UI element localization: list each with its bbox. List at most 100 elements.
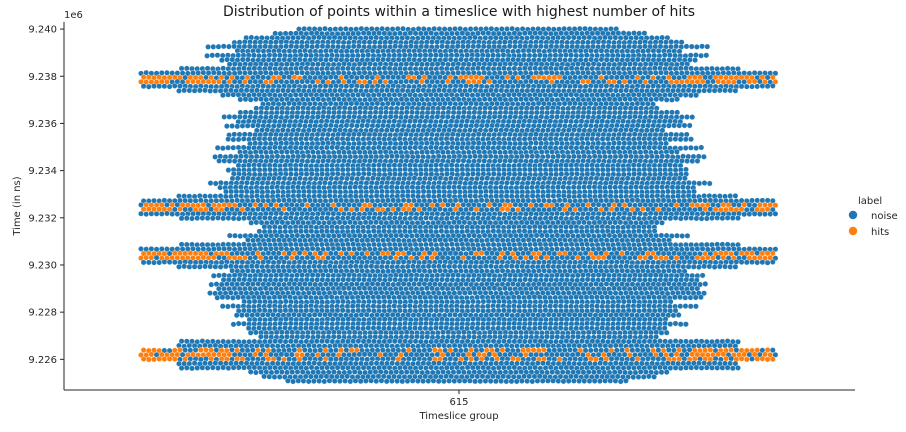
noise-point — [217, 184, 223, 191]
noise-point — [681, 122, 688, 129]
noise-point — [585, 114, 592, 120]
noise-point — [241, 65, 247, 72]
noise-point — [542, 162, 549, 169]
noise-point — [491, 61, 498, 67]
noise-point — [279, 127, 286, 133]
noise-point — [204, 215, 211, 221]
noise-point — [364, 83, 371, 90]
noise-point — [298, 162, 304, 168]
noise-point — [558, 171, 565, 177]
noise-point — [435, 127, 442, 133]
noise-point — [232, 232, 238, 239]
noise-point — [646, 166, 653, 173]
noise-point — [230, 136, 237, 143]
noise-point — [714, 215, 721, 221]
noise-point — [417, 52, 424, 59]
noise-point — [250, 122, 256, 129]
noise-point — [237, 96, 244, 103]
noise-point — [220, 65, 227, 72]
noise-point — [627, 61, 633, 67]
noise-point — [637, 39, 643, 46]
noise-point — [400, 197, 407, 204]
noise-point — [228, 188, 235, 195]
noise-point — [663, 61, 670, 68]
noise-point — [637, 210, 644, 217]
noise-point — [226, 43, 232, 50]
noise-point — [531, 223, 538, 230]
noise-point — [480, 30, 487, 36]
noise-point — [258, 109, 265, 116]
noise-point — [349, 175, 355, 182]
noise-point — [551, 122, 558, 129]
noise-point — [532, 241, 539, 248]
noise-point — [558, 228, 564, 235]
noise-point — [701, 180, 708, 186]
noise-point — [171, 83, 178, 89]
noise-point — [532, 166, 539, 173]
noise-point — [352, 184, 359, 190]
noise-point — [320, 158, 326, 164]
noise-point — [692, 57, 698, 63]
noise-point — [350, 241, 357, 248]
noise-point — [624, 48, 631, 54]
noise-point — [693, 215, 700, 222]
noise-point — [315, 96, 322, 103]
noise-point — [438, 52, 444, 59]
noise-point — [423, 131, 430, 138]
noise-point — [663, 232, 670, 239]
noise-point — [520, 83, 527, 89]
noise-point — [194, 215, 201, 221]
noise-point — [541, 122, 547, 129]
noise-point — [286, 48, 293, 54]
noise-point — [688, 43, 695, 50]
noise-point — [568, 65, 575, 72]
noise-point — [434, 61, 441, 67]
noise-point — [402, 166, 409, 173]
noise-point — [164, 210, 170, 217]
noise-point — [237, 233, 244, 239]
noise-point — [409, 109, 415, 116]
hit-point — [535, 74, 542, 80]
hit-point — [210, 254, 217, 261]
noise-point — [396, 223, 403, 230]
noise-point — [278, 210, 285, 217]
noise-point — [470, 171, 476, 177]
noise-point — [464, 118, 470, 124]
noise-point — [697, 83, 703, 89]
noise-point — [404, 34, 411, 41]
noise-point — [544, 105, 551, 111]
noise-point — [631, 131, 638, 138]
hit-point — [143, 254, 150, 261]
noise-point — [335, 158, 342, 164]
noise-point — [537, 166, 544, 173]
noise-point — [322, 83, 329, 89]
noise-point — [699, 245, 706, 252]
noise-point — [313, 144, 320, 151]
noise-point — [617, 96, 623, 103]
noise-point — [481, 96, 488, 103]
noise-point — [598, 56, 605, 63]
noise-point — [387, 113, 394, 120]
noise-point — [683, 131, 690, 138]
noise-point — [743, 83, 750, 90]
noise-point — [230, 91, 237, 98]
noise-point — [570, 184, 577, 191]
noise-point — [224, 56, 230, 63]
hit-point — [580, 78, 586, 85]
noise-point — [545, 153, 551, 160]
noise-point — [225, 91, 231, 98]
noise-point — [407, 241, 414, 248]
noise-point — [258, 149, 264, 155]
noise-point — [276, 175, 283, 182]
noise-point — [156, 83, 163, 90]
noise-point — [366, 171, 372, 177]
noise-point — [529, 193, 536, 199]
noise-point — [688, 65, 695, 72]
noise-point — [292, 92, 299, 98]
noise-point — [671, 122, 677, 129]
noise-point — [634, 100, 641, 107]
noise-point — [433, 162, 439, 169]
noise-point — [581, 184, 587, 190]
noise-point — [138, 246, 144, 252]
noise-point — [348, 122, 355, 129]
